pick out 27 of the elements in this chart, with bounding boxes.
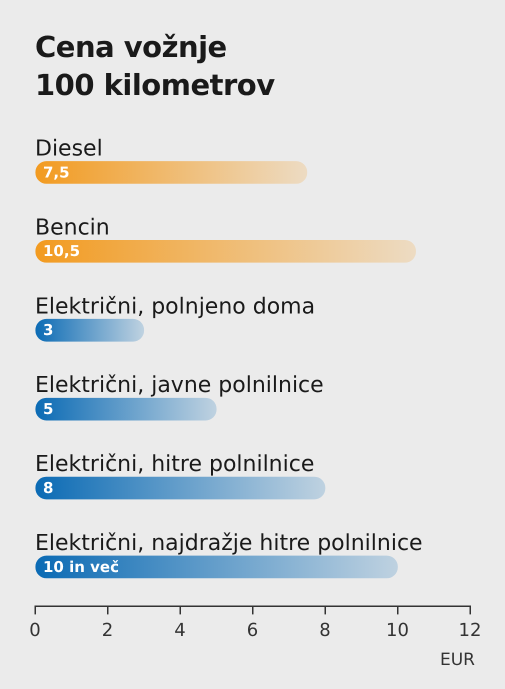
data-label: 3 <box>43 321 54 340</box>
data-label: 10 in več <box>43 558 120 576</box>
y-tick-label: Električni, polnjeno doma <box>35 294 316 320</box>
bar <box>35 318 144 342</box>
x-tick-label: 0 <box>29 620 41 641</box>
x-axis-title: EUR <box>440 650 475 670</box>
y-tick-label: Diesel <box>35 136 103 162</box>
x-tick-label: 2 <box>102 620 114 641</box>
data-label: 10,5 <box>43 242 80 260</box>
bar <box>35 161 308 184</box>
chart-title: Cena vožnje 100 kilometrov <box>35 29 275 104</box>
x-tick-label: 4 <box>174 620 186 641</box>
data-label: 7,5 <box>43 163 70 182</box>
x-tick-label: 6 <box>246 620 258 641</box>
y-tick-label: Električni, najdražje hitre polnilnice <box>35 530 423 556</box>
y-tick-label: Električni, javne polnilnice <box>35 373 324 398</box>
data-label: 8 <box>43 478 54 497</box>
bar <box>35 398 217 420</box>
bar <box>35 476 326 500</box>
x-tick-label: 10 <box>386 620 409 641</box>
y-tick-label: Bencin <box>35 215 110 240</box>
x-tick-label: 8 <box>319 620 331 641</box>
bar <box>35 556 398 578</box>
bar <box>35 240 416 263</box>
data-label: 5 <box>43 400 54 418</box>
y-tick-label: Električni, hitre polnilnice <box>35 452 314 478</box>
x-tick-label: 12 <box>458 620 482 641</box>
